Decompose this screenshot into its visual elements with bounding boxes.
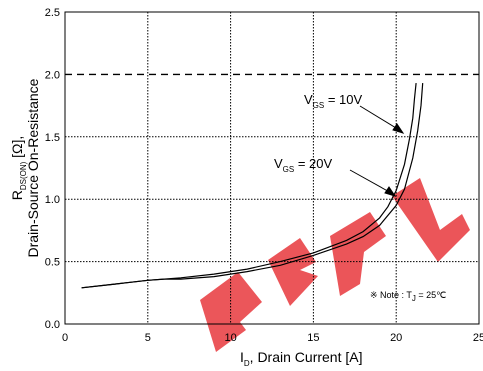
label-vgs-20v-rest: = 20V bbox=[294, 156, 332, 171]
label-vgs-10v-sub: GS bbox=[313, 101, 325, 110]
x-axis-title: ID, Drain Current [A] bbox=[240, 349, 363, 368]
y-tick-label-1: 0.5 bbox=[45, 257, 60, 269]
label-vgs-10v-rest: = 10V bbox=[324, 92, 362, 107]
x-tick-label-4: 20 bbox=[390, 332, 402, 344]
note-sub: J bbox=[412, 294, 416, 303]
arrow-vgs10-head bbox=[392, 123, 405, 134]
y-axis-title-line2: Drain-Source On-Resistance bbox=[25, 78, 41, 257]
y-tick-label-5: 2.5 bbox=[45, 7, 60, 19]
series bbox=[81, 83, 424, 289]
y-axis-title: RDS(ON) [Ω], Drain-Source On-Resistance bbox=[9, 78, 41, 257]
y-tick-label-0: 0.0 bbox=[45, 319, 60, 331]
arrow-vgs20-line bbox=[349, 169, 394, 195]
label-vgs-20v-sub: GS bbox=[283, 165, 295, 174]
y-tick-label-3: 1.5 bbox=[45, 132, 60, 144]
note-symbol: ※ bbox=[370, 290, 378, 300]
series-line-0 bbox=[81, 83, 417, 289]
x-axis-title-main: I bbox=[240, 349, 244, 365]
x-tick-label-1: 5 bbox=[145, 332, 151, 344]
watermark-logo bbox=[200, 178, 470, 352]
annotation-arrows bbox=[349, 105, 405, 197]
x-tick-label-2: 10 bbox=[224, 332, 236, 344]
y-axis-title-line1-main: R bbox=[9, 190, 25, 200]
label-vgs-20v: VGS = 20V bbox=[274, 156, 333, 174]
x-axis-title-rest: , Drain Current [A] bbox=[250, 349, 363, 365]
note-junction-temp: ※ Note : TJ = 25℃ bbox=[370, 290, 446, 303]
y-axis-title-line1-rest: [Ω], bbox=[9, 136, 25, 162]
grid bbox=[65, 12, 479, 324]
series-line-1 bbox=[81, 83, 424, 289]
note-text-pre: Note : T bbox=[378, 290, 413, 300]
y-axis-title-line1: RDS(ON) [Ω], bbox=[9, 136, 28, 201]
x-axis-title-sub: D bbox=[244, 359, 250, 368]
x-tick-label-3: 15 bbox=[307, 332, 319, 344]
label-vgs-10v: VGS = 10V bbox=[304, 92, 363, 110]
y-tick-labels: 0.0 0.5 1.0 1.5 2.0 2.5 bbox=[45, 7, 60, 331]
y-axis-title-line1-sub: DS(ON) bbox=[19, 161, 28, 190]
x-tick-label-5: 25 bbox=[473, 332, 483, 344]
y-tick-label-4: 2.0 bbox=[45, 69, 60, 81]
plot-area bbox=[64, 11, 480, 325]
x-tick-labels: 0 5 10 15 20 25 bbox=[62, 332, 483, 344]
x-tick-label-0: 0 bbox=[62, 332, 68, 344]
y-tick-label-2: 1.0 bbox=[45, 194, 60, 206]
arrow-vgs10-line bbox=[359, 105, 402, 132]
label-vgs-20v-main: V bbox=[274, 156, 283, 171]
arrow-vgs20-head bbox=[384, 186, 397, 197]
note-text-post: = 25℃ bbox=[416, 290, 446, 300]
label-vgs-10v-main: V bbox=[304, 92, 313, 107]
